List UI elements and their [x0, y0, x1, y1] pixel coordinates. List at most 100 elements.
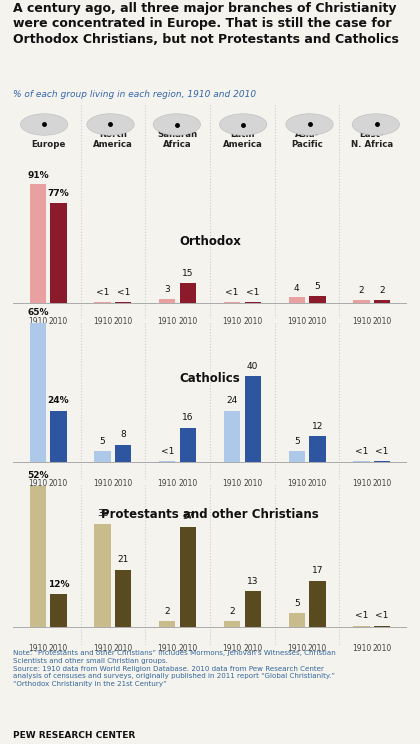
- Text: 2010: 2010: [243, 478, 262, 487]
- Ellipse shape: [21, 114, 68, 135]
- Text: 5: 5: [315, 283, 320, 292]
- Text: 24%: 24%: [48, 396, 69, 405]
- Bar: [94, 451, 110, 462]
- Text: 1910: 1910: [28, 478, 47, 487]
- Text: 2: 2: [165, 606, 170, 615]
- Bar: [115, 445, 131, 462]
- Text: 2010: 2010: [178, 644, 198, 652]
- Bar: [30, 185, 46, 303]
- Text: 1910: 1910: [158, 478, 177, 487]
- Text: 1910: 1910: [222, 478, 241, 487]
- Text: 1910: 1910: [352, 644, 371, 652]
- Text: 2: 2: [359, 286, 364, 295]
- Text: <1: <1: [96, 289, 109, 298]
- Text: 2010: 2010: [114, 478, 133, 487]
- Text: Sub-
Saharan
Africa: Sub- Saharan Africa: [158, 119, 198, 149]
- Text: 5: 5: [294, 437, 299, 446]
- Text: 2: 2: [229, 606, 235, 615]
- Text: North
America: North America: [93, 129, 133, 149]
- Bar: [244, 591, 261, 626]
- Text: 2010: 2010: [308, 644, 327, 652]
- Bar: [50, 594, 67, 626]
- Bar: [374, 461, 390, 462]
- Bar: [50, 202, 67, 303]
- Text: 2010: 2010: [243, 644, 262, 652]
- Text: <1: <1: [117, 289, 130, 298]
- Text: <1: <1: [160, 446, 174, 455]
- Bar: [30, 486, 46, 626]
- Text: 2010: 2010: [178, 478, 198, 487]
- Text: 2010: 2010: [373, 317, 392, 326]
- Text: 77%: 77%: [48, 189, 69, 198]
- Text: 21: 21: [118, 555, 129, 564]
- Text: 1910: 1910: [287, 644, 306, 652]
- Text: 2010: 2010: [373, 644, 392, 652]
- Text: 2010: 2010: [49, 317, 68, 326]
- Bar: [224, 411, 240, 462]
- Bar: [310, 296, 326, 303]
- Bar: [180, 428, 196, 462]
- Text: 4: 4: [294, 283, 299, 292]
- Text: 2010: 2010: [308, 317, 327, 326]
- Bar: [159, 299, 176, 303]
- Bar: [289, 613, 305, 626]
- Text: <1: <1: [225, 289, 239, 298]
- Text: 1910: 1910: [222, 317, 241, 326]
- Bar: [50, 411, 67, 462]
- Text: Orthodox: Orthodox: [179, 234, 241, 248]
- Ellipse shape: [220, 114, 267, 135]
- Text: Middle
East-
N. Africa: Middle East- N. Africa: [351, 119, 393, 149]
- Bar: [244, 376, 261, 462]
- Text: <1: <1: [355, 611, 368, 620]
- Text: 5: 5: [100, 437, 105, 446]
- Text: Catholics: Catholics: [180, 372, 240, 385]
- Text: 13: 13: [247, 577, 258, 586]
- Text: 37: 37: [182, 512, 194, 521]
- Text: 2010: 2010: [49, 478, 68, 487]
- Text: Protestants and other Christians: Protestants and other Christians: [101, 507, 319, 521]
- Text: 2010: 2010: [114, 644, 133, 652]
- Bar: [159, 621, 176, 626]
- Bar: [180, 527, 196, 626]
- Text: 1910: 1910: [222, 644, 241, 652]
- Bar: [353, 300, 370, 303]
- Text: PEW RESEARCH CENTER: PEW RESEARCH CENTER: [13, 731, 135, 740]
- Bar: [374, 300, 390, 303]
- Text: 38: 38: [97, 509, 108, 518]
- Text: 17: 17: [312, 566, 323, 575]
- Text: 65%: 65%: [27, 308, 49, 318]
- Text: <1: <1: [355, 446, 368, 455]
- Text: A century ago, all three major branches of Christianity
were concentrated in Eur: A century ago, all three major branches …: [13, 2, 399, 46]
- Text: 2010: 2010: [114, 317, 133, 326]
- Bar: [310, 580, 326, 626]
- Text: 1910: 1910: [158, 317, 177, 326]
- Text: 2010: 2010: [178, 317, 198, 326]
- Text: 2010: 2010: [243, 317, 262, 326]
- Text: 1910: 1910: [28, 317, 47, 326]
- Text: 91%: 91%: [27, 170, 49, 179]
- Text: 12: 12: [312, 422, 323, 431]
- Text: 52%: 52%: [27, 471, 49, 481]
- Text: % of each group living in each region, 1910 and 2010: % of each group living in each region, 1…: [13, 90, 256, 99]
- Bar: [353, 461, 370, 462]
- Text: <1: <1: [375, 611, 389, 620]
- Bar: [94, 524, 110, 626]
- Text: 24: 24: [226, 396, 238, 405]
- Bar: [115, 570, 131, 626]
- Text: Note: “Protestants and other Christians” includes Mormons, Jehovah’s Witnesses, : Note: “Protestants and other Christians”…: [13, 650, 335, 687]
- Text: 1910: 1910: [352, 478, 371, 487]
- Bar: [180, 283, 196, 303]
- Text: 3: 3: [164, 285, 170, 294]
- Bar: [159, 461, 176, 462]
- Text: 1910: 1910: [28, 644, 47, 652]
- Text: 1910: 1910: [158, 644, 177, 652]
- Ellipse shape: [286, 114, 333, 135]
- Text: 2010: 2010: [373, 478, 392, 487]
- Text: 16: 16: [182, 413, 194, 422]
- Bar: [310, 436, 326, 462]
- Bar: [30, 323, 46, 462]
- Text: 12%: 12%: [48, 580, 69, 589]
- Ellipse shape: [87, 114, 134, 135]
- Bar: [224, 621, 240, 626]
- Text: 2: 2: [379, 286, 385, 295]
